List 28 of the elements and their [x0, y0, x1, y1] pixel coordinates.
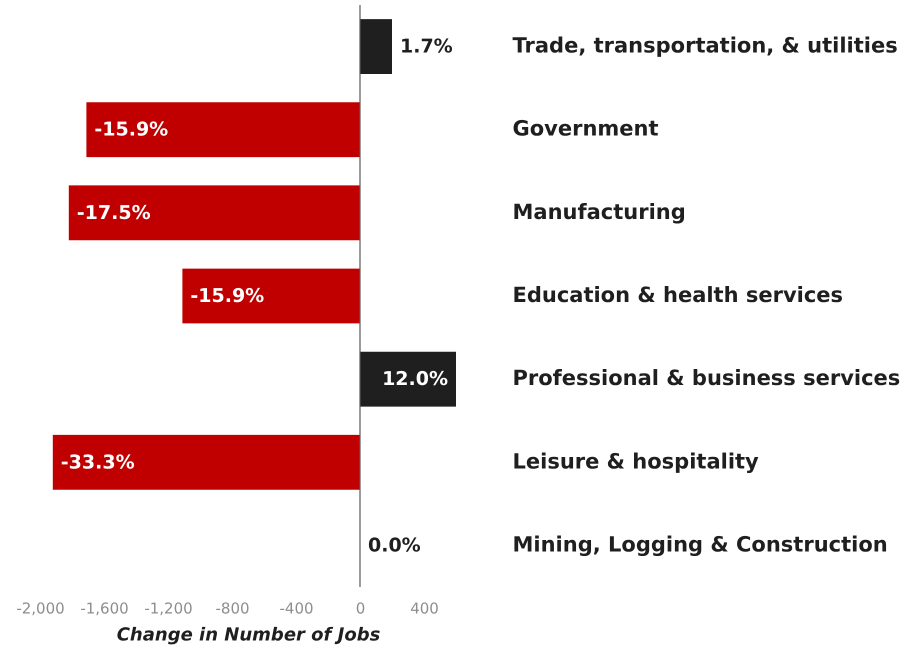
x-tick-label: 400 [410, 600, 439, 618]
x-tick-label: 0 [356, 600, 366, 618]
bar [182, 268, 360, 324]
annotation: 12.0% [382, 368, 448, 390]
x-tick-label: -800 [215, 600, 250, 618]
annotation: 0.0% [368, 534, 421, 556]
bar [86, 102, 360, 158]
bar [360, 19, 392, 74]
y-tick-label: Government [512, 116, 659, 141]
bar [68, 185, 360, 240]
x-tick-label: -400 [279, 600, 314, 618]
x-tick-label: -1,200 [144, 600, 193, 618]
bar [52, 434, 360, 490]
x-axis-title: Change in Number of Jobs [116, 624, 381, 646]
y-tick-label: Mining, Logging & Construction [512, 532, 888, 556]
x-tick-label: -2,000 [16, 600, 65, 618]
annotation: -15.9% [94, 118, 168, 141]
y-tick-label: Manufacturing [512, 200, 686, 224]
annotation: 1.7% [400, 36, 453, 58]
y-tick-label: Leisure & hospitality [512, 449, 760, 474]
annotation: -33.3% [60, 451, 135, 474]
annotation: -17.5% [76, 202, 151, 224]
y-tick-label: Education & health services [512, 283, 844, 307]
y-tick-label: Professional & business services [512, 366, 900, 390]
annotation: -15.9% [190, 285, 264, 307]
y-tick-label: Trade, transportation, & utilities [512, 34, 898, 58]
bar [360, 352, 456, 407]
x-tick-label: -1,600 [80, 600, 129, 618]
